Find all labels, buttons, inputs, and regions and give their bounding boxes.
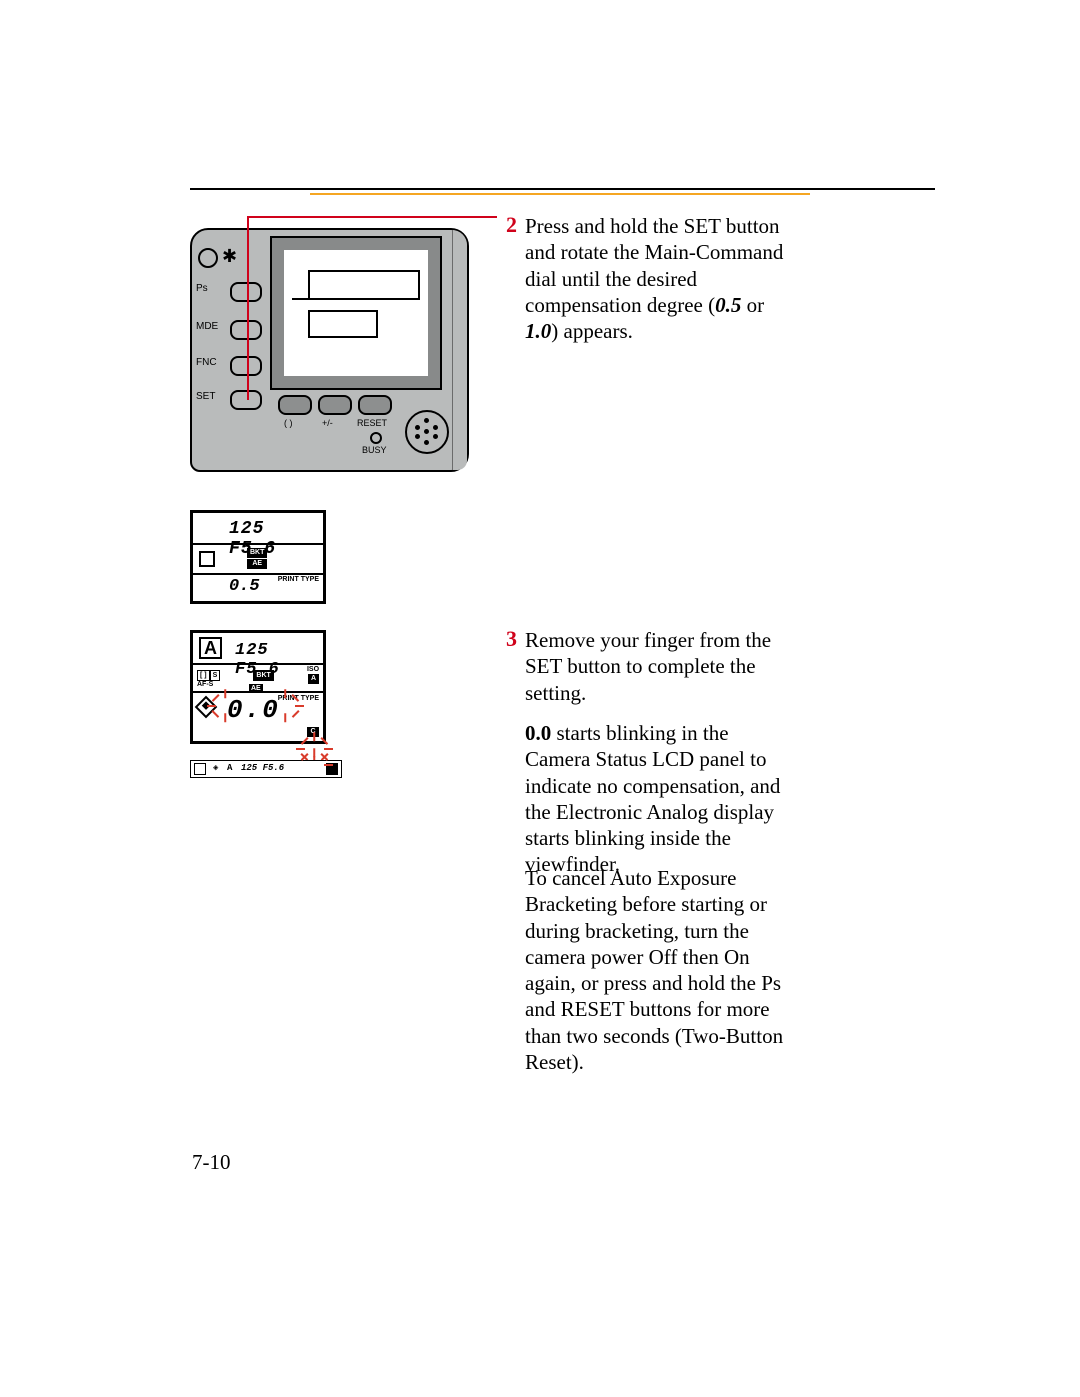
lcd-row-2 xyxy=(292,310,378,338)
vf-expcomp-icon: ◈ xyxy=(213,763,218,773)
camera-circle-icon xyxy=(198,248,218,268)
step-2-text: Press and hold the SET button and rotate… xyxy=(525,213,790,344)
lcd2-line1 xyxy=(193,663,323,665)
camera-right-edge xyxy=(452,230,467,470)
lcd1-badge-ae: AE xyxy=(247,559,267,569)
speaker-grille xyxy=(405,410,449,454)
top-divider-accent xyxy=(310,193,810,195)
step-2-opt2: 1.0 xyxy=(525,319,551,343)
step-3-p2-bold: 0.0 xyxy=(525,721,551,745)
step-3-p3: To cancel Auto Exposure Bracketing befor… xyxy=(525,865,790,1075)
step-3-p2-rest: starts blinking in the Camera Status LCD… xyxy=(525,721,780,876)
camera-status-lcd-1: 125 F5.6 BKT AE 0.5 PRINT TYPE xyxy=(190,510,326,604)
lcd-tab-2 xyxy=(292,310,310,338)
lcd-row-1 xyxy=(292,270,420,300)
page-number: 7-10 xyxy=(192,1150,231,1175)
vf-readout: 125 F5.6 xyxy=(241,763,284,773)
asterisk-icon: ✱ xyxy=(222,246,237,267)
busy-led xyxy=(370,432,382,444)
viewfinder-display: ◈ A 125 F5.6 xyxy=(190,760,342,778)
lcd1-line2 xyxy=(193,573,323,575)
lcd2-mode: A xyxy=(199,637,222,659)
camera-lcd-inner xyxy=(284,250,428,376)
vf-icon-right xyxy=(326,763,338,775)
step-2-opt1: 0.5 xyxy=(715,293,741,317)
lcd2-print-type: PRINT TYPE xyxy=(278,695,319,702)
step-2-number: 2 xyxy=(497,212,517,238)
lcd1-print-type: PRINT TYPE xyxy=(278,576,319,583)
lcd2-iso-a: A xyxy=(308,674,319,684)
mde-label: MDE xyxy=(196,321,218,332)
step-3-p2: 0.0 starts blinking in the Camera Status… xyxy=(525,720,790,878)
callout-line-vertical xyxy=(247,216,249,400)
ps-label: Ps xyxy=(196,283,208,294)
set-button xyxy=(230,390,262,410)
step-3-number: 3 xyxy=(497,626,517,652)
lcd1-badge-bkt: BKT xyxy=(247,548,267,558)
fnc-button xyxy=(230,356,262,376)
lcd-tab-1 xyxy=(292,270,310,298)
lcd2-big-value: 0.0 xyxy=(227,695,280,725)
mde-button xyxy=(230,320,262,340)
fnc-label: FNC xyxy=(196,357,217,368)
camera-top-panel-diagram: ✱ Ps MDE FNC SET ( ) +/- RESET BU xyxy=(190,228,469,472)
lcd1-line1 xyxy=(193,543,323,545)
vf-mode: A xyxy=(227,763,232,773)
camera-status-lcd-2: A 125 F5.6 [ ] S BKT ISO A AF-S AE 0.0 P… xyxy=(190,630,326,744)
step-2-text-after: ) appears. xyxy=(551,319,633,343)
lcd2-chip-s: S xyxy=(210,670,221,681)
lcd2-afs: AF-S xyxy=(197,681,213,688)
reset-button xyxy=(358,395,392,415)
lcd2-expcomp-icon xyxy=(195,696,218,719)
page: 2 Press and hold the SET button and rota… xyxy=(0,0,1080,1397)
top-divider xyxy=(190,188,935,190)
lcd2-iso: ISO xyxy=(307,666,319,673)
set-label: SET xyxy=(196,391,215,402)
step-3-p1: Remove your finger from the SET button t… xyxy=(525,627,790,706)
ps-button xyxy=(230,282,262,302)
lcd1-badges: BKT AE xyxy=(247,547,267,570)
plusminus-label: +/- xyxy=(322,418,333,428)
lcd1-square-icon xyxy=(199,551,215,567)
reset-label: RESET xyxy=(357,418,387,428)
lcd2-chip-bracket: [ ] xyxy=(197,670,210,681)
paren-label: ( ) xyxy=(284,418,293,428)
busy-label: BUSY xyxy=(362,445,387,455)
vf-icon-1 xyxy=(194,763,206,775)
callout-line-horizontal xyxy=(247,216,497,218)
plusminus-button xyxy=(318,395,352,415)
paren-button xyxy=(278,395,312,415)
lcd2-line2 xyxy=(193,691,323,693)
lcd2-c-icon: C xyxy=(307,727,319,737)
lcd1-readout: 125 F5.6 xyxy=(229,519,323,559)
camera-lcd-frame xyxy=(270,236,442,390)
lcd1-value: 0.5 xyxy=(229,577,260,596)
step-2-or: or xyxy=(741,293,764,317)
